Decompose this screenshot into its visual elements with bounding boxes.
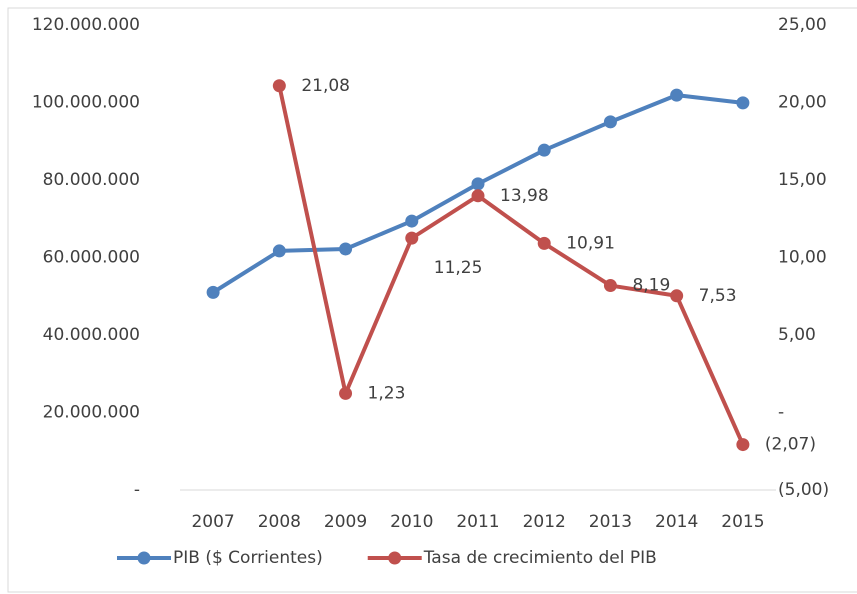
- legend-label: Tasa de crecimiento del PIB: [423, 548, 657, 568]
- y2-tick-label: 5,00: [778, 325, 816, 345]
- point: [405, 231, 419, 245]
- data-label: 1,23: [368, 383, 406, 403]
- y-tick-label: 20.000.000: [43, 403, 140, 423]
- point: [272, 79, 286, 93]
- data-label: 7,53: [699, 286, 737, 306]
- data-label: 11,25: [434, 258, 483, 278]
- point: [670, 289, 684, 303]
- point: [537, 143, 551, 157]
- data-label: 21,08: [301, 76, 350, 96]
- point: [537, 236, 551, 250]
- x-tick-label: 2012: [523, 512, 566, 532]
- data-label: (2,07): [765, 435, 816, 455]
- point: [603, 279, 617, 293]
- point: [736, 438, 750, 452]
- y-tick-label: 80.000.000: [43, 170, 140, 190]
- y2-tick-label: (5,00): [778, 480, 829, 500]
- point: [272, 244, 286, 258]
- x-tick-label: 2011: [456, 512, 499, 532]
- point: [206, 285, 220, 299]
- legend-marker: [137, 551, 151, 565]
- x-tick-label: 2013: [589, 512, 632, 532]
- x-tick-label: 2010: [390, 512, 433, 532]
- y-tick-label: 40.000.000: [43, 325, 140, 345]
- point: [471, 189, 485, 203]
- data-label: 13,98: [500, 186, 549, 206]
- y-tick-label: 120.000.000: [32, 15, 140, 35]
- point: [339, 386, 353, 400]
- point: [339, 242, 353, 256]
- y2-tick-label: 15,00: [778, 170, 827, 190]
- legend-label: PIB ($ Corrientes): [173, 548, 323, 568]
- x-tick-label: 2007: [191, 512, 234, 532]
- point: [603, 115, 617, 129]
- x-tick-label: 2008: [258, 512, 301, 532]
- y2-tick-label: 20,00: [778, 93, 827, 113]
- x-tick-label: 2015: [721, 512, 764, 532]
- x-tick-label: 2009: [324, 512, 367, 532]
- y2-tick-label: 10,00: [778, 248, 827, 268]
- data-label: 8,19: [632, 276, 670, 296]
- point: [736, 96, 750, 110]
- y2-tick-label: 25,00: [778, 15, 827, 35]
- point: [670, 88, 684, 102]
- y-tick-label: 100.000.000: [32, 93, 140, 113]
- data-label: 10,91: [566, 233, 615, 253]
- series-line: [277, 85, 745, 446]
- point: [405, 214, 419, 228]
- chart-border: [7, 7, 857, 593]
- x-tick-label: 2014: [655, 512, 698, 532]
- point: [471, 177, 485, 191]
- y-tick-label: 60.000.000: [43, 248, 140, 268]
- y2-tick-label: -: [778, 403, 784, 423]
- legend-marker: [388, 551, 402, 565]
- y-tick-label: -: [134, 480, 140, 500]
